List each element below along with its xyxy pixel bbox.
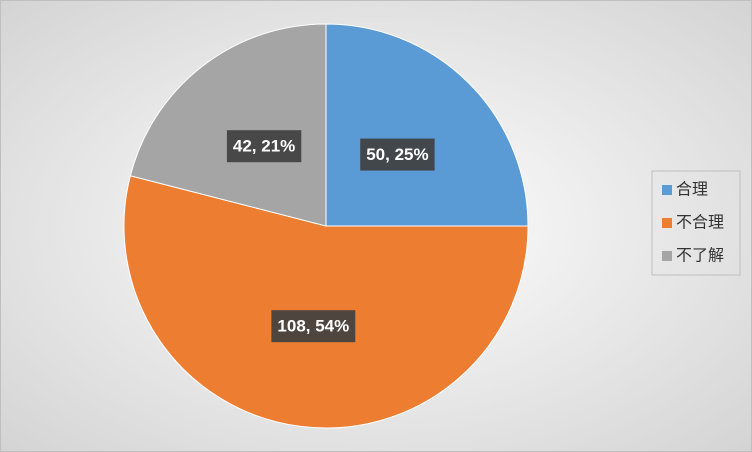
pie-slice: [129, 23, 327, 227]
legend-box: [651, 170, 741, 276]
data-label: 42, 21%: [233, 137, 295, 156]
legend-label: 不了解: [676, 246, 724, 265]
data-label: 108, 54%: [277, 317, 349, 336]
pie: [123, 23, 529, 429]
data-label-box: [271, 310, 356, 343]
legend-swatch: [662, 251, 672, 261]
legend-swatch: [662, 185, 672, 195]
legend-label: 合理: [676, 180, 708, 199]
data-label-box: [360, 138, 435, 171]
pie-slice: [123, 175, 529, 429]
legend-swatch: [662, 218, 672, 228]
legend-label: 不合理: [676, 213, 724, 232]
data-label: 50, 25%: [366, 145, 428, 164]
data-label-box: [226, 130, 302, 163]
data-labels: 50, 25% 108, 54% 42, 21%: [226, 130, 435, 343]
pie-slice: [325, 23, 529, 227]
